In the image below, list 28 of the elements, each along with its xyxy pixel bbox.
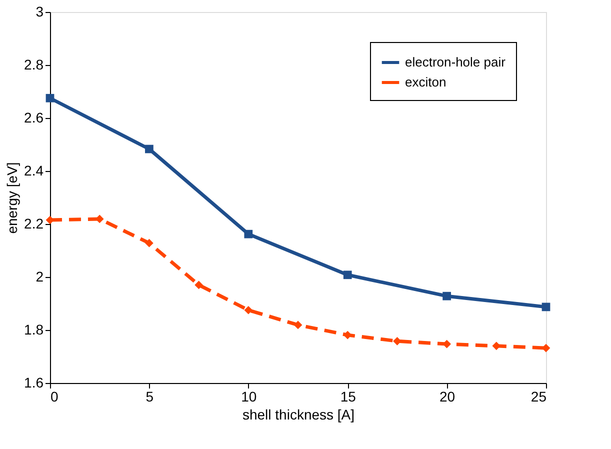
x-tick-label: 0 xyxy=(50,388,58,404)
legend-label: exciton xyxy=(405,74,446,90)
y-tick-label: 2.8 xyxy=(24,56,44,72)
point xyxy=(145,144,154,154)
y-tick-label: 2.2 xyxy=(24,216,44,232)
y-tick-label: 1.6 xyxy=(24,374,44,390)
point xyxy=(244,230,253,238)
point xyxy=(542,302,550,312)
x-tick-label: 10 xyxy=(241,388,257,404)
y-tick-label: 1.8 xyxy=(24,322,44,338)
point xyxy=(294,320,302,330)
point xyxy=(244,306,253,314)
x-tick-label: 25 xyxy=(530,388,547,404)
x-axis-title: shell thickness [A] xyxy=(242,406,355,422)
x-tick-label: 15 xyxy=(340,388,356,404)
point xyxy=(194,280,203,290)
point xyxy=(442,292,451,300)
y-tick-label: 2 xyxy=(36,268,44,284)
point xyxy=(145,238,154,248)
y-axis-title: energy [eV] xyxy=(4,162,20,234)
y-tick-label: 2.4 xyxy=(24,162,44,178)
y-tick-label: 2.6 xyxy=(24,110,44,126)
y-tick-label: 3 xyxy=(36,4,44,20)
x-tick-label: 5 xyxy=(146,388,154,404)
point xyxy=(46,94,54,102)
point xyxy=(343,270,352,280)
x-tick-label: 20 xyxy=(440,388,456,404)
legend-label: electron-hole pair xyxy=(405,54,506,70)
